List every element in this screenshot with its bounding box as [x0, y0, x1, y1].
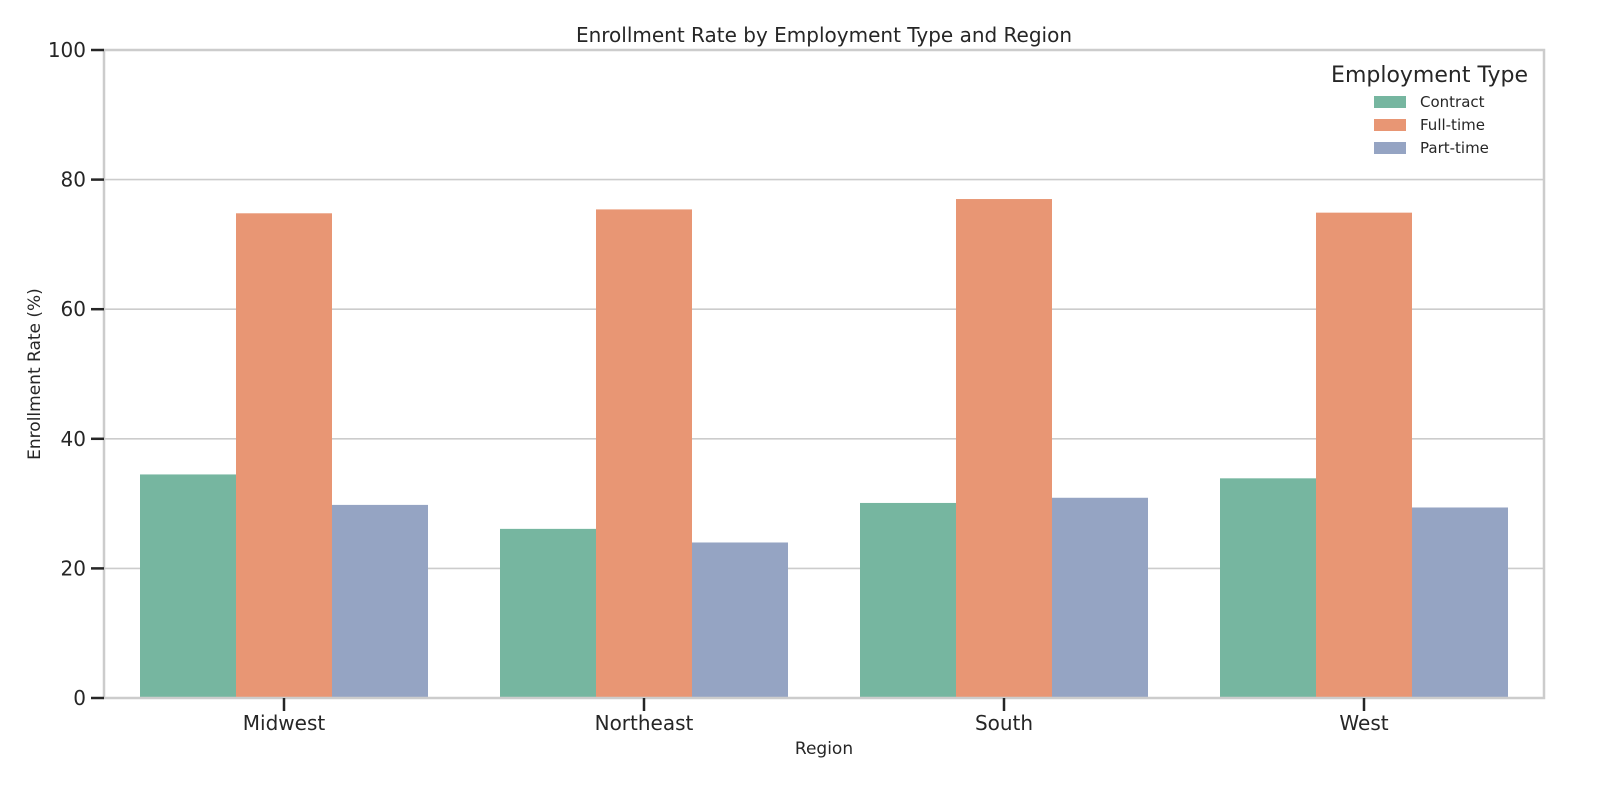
x-tick-label: South — [975, 711, 1033, 735]
bar-full-time-midwest — [236, 213, 332, 698]
legend-label: Contract — [1420, 93, 1485, 111]
legend-swatch — [1374, 119, 1406, 131]
y-tick-label: 0 — [73, 686, 86, 710]
bar-contract-west — [1220, 478, 1316, 698]
bar-part-time-midwest — [332, 504, 428, 698]
y-tick-label: 80 — [61, 168, 86, 192]
y-tick-label: 20 — [61, 556, 86, 580]
y-tick-label: 40 — [61, 427, 86, 451]
bar-part-time-west — [1412, 507, 1508, 698]
x-tick-label: West — [1339, 711, 1388, 735]
bar-contract-northeast — [500, 528, 596, 698]
y-tick-label: 60 — [61, 297, 86, 321]
bar-part-time-south — [1052, 497, 1148, 698]
bar-full-time-west — [1316, 212, 1412, 698]
x-tick-label: Northeast — [595, 711, 694, 735]
bar-full-time-south — [956, 199, 1052, 699]
bar-part-time-northeast — [692, 542, 788, 698]
chart-title: Enrollment Rate by Employment Type and R… — [576, 23, 1072, 47]
x-axis-label: Region — [795, 739, 853, 759]
bar-full-time-northeast — [596, 209, 692, 698]
legend-swatch — [1374, 142, 1406, 154]
y-tick-label: 100 — [48, 38, 86, 62]
legend: Employment Type Contract Full-time Part-ti… — [1331, 63, 1528, 157]
bar-contract-midwest — [140, 474, 236, 698]
plot-frame — [102, 48, 1546, 700]
bars — [140, 199, 1508, 699]
ticks: 0 20 40 60 80 100 Midwest Northeast South West — [48, 38, 1389, 735]
legend-title: Employment Type — [1331, 63, 1528, 88]
bar-contract-south — [860, 502, 956, 698]
x-tick-label: Midwest — [243, 711, 326, 735]
y-axis-label: Enrollment Rate (%) — [25, 288, 45, 460]
legend-label: Part-time — [1420, 139, 1489, 157]
legend-items: Contract Full-time Part-time — [1374, 93, 1489, 157]
legend-label: Full-time — [1420, 116, 1485, 134]
legend-swatch — [1374, 96, 1406, 108]
